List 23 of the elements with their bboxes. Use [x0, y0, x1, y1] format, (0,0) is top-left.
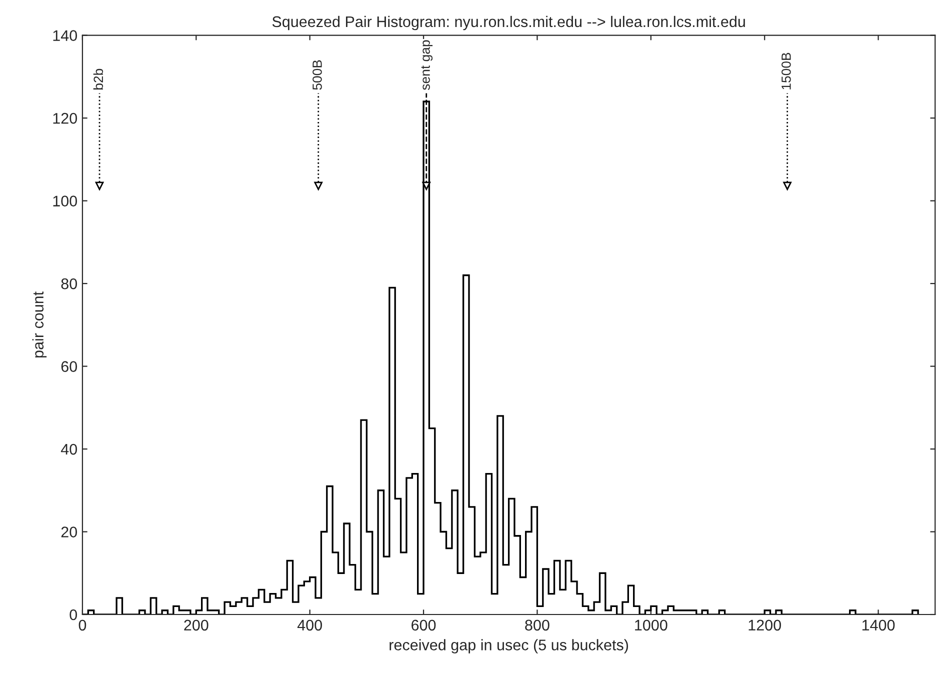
x-tick-label: 0 [78, 620, 86, 631]
x-tick-label: 400 [297, 620, 322, 631]
x-tick-label: 1400 [862, 620, 895, 631]
x-tick-label: 600 [412, 620, 436, 631]
y-tick-label: 20 [61, 526, 77, 538]
x-tick-label: 1000 [635, 620, 668, 631]
y-tick-label: 80 [61, 278, 77, 290]
chart-title: Squeezed Pair Histogram: nyu.ron.lcs.mit.edu --> lulea.ron.lcs.mit.edu [272, 16, 745, 30]
x-axis-title: received gap in usec (5 us buckets) [390, 639, 628, 654]
ref-line-label: b2b [93, 68, 104, 90]
x-tick-label: 200 [184, 620, 208, 631]
y-tick-label: 0 [70, 609, 77, 620]
y-tick-label: 140 [53, 30, 77, 41]
ref-line-label: 500B [312, 60, 322, 90]
x-tick-label: 800 [525, 620, 550, 631]
y-tick-label: 40 [60, 444, 77, 455]
y-axis-title: pair count [32, 291, 47, 358]
y-tick-label: 60 [61, 361, 77, 372]
x-tick-label: 1200 [748, 620, 781, 631]
ref-line-label: 1500B [782, 52, 791, 90]
y-tick-label: 120 [53, 112, 77, 124]
y-tick-label: 100 [53, 196, 77, 206]
ref-line-label: sent gap [421, 40, 433, 90]
